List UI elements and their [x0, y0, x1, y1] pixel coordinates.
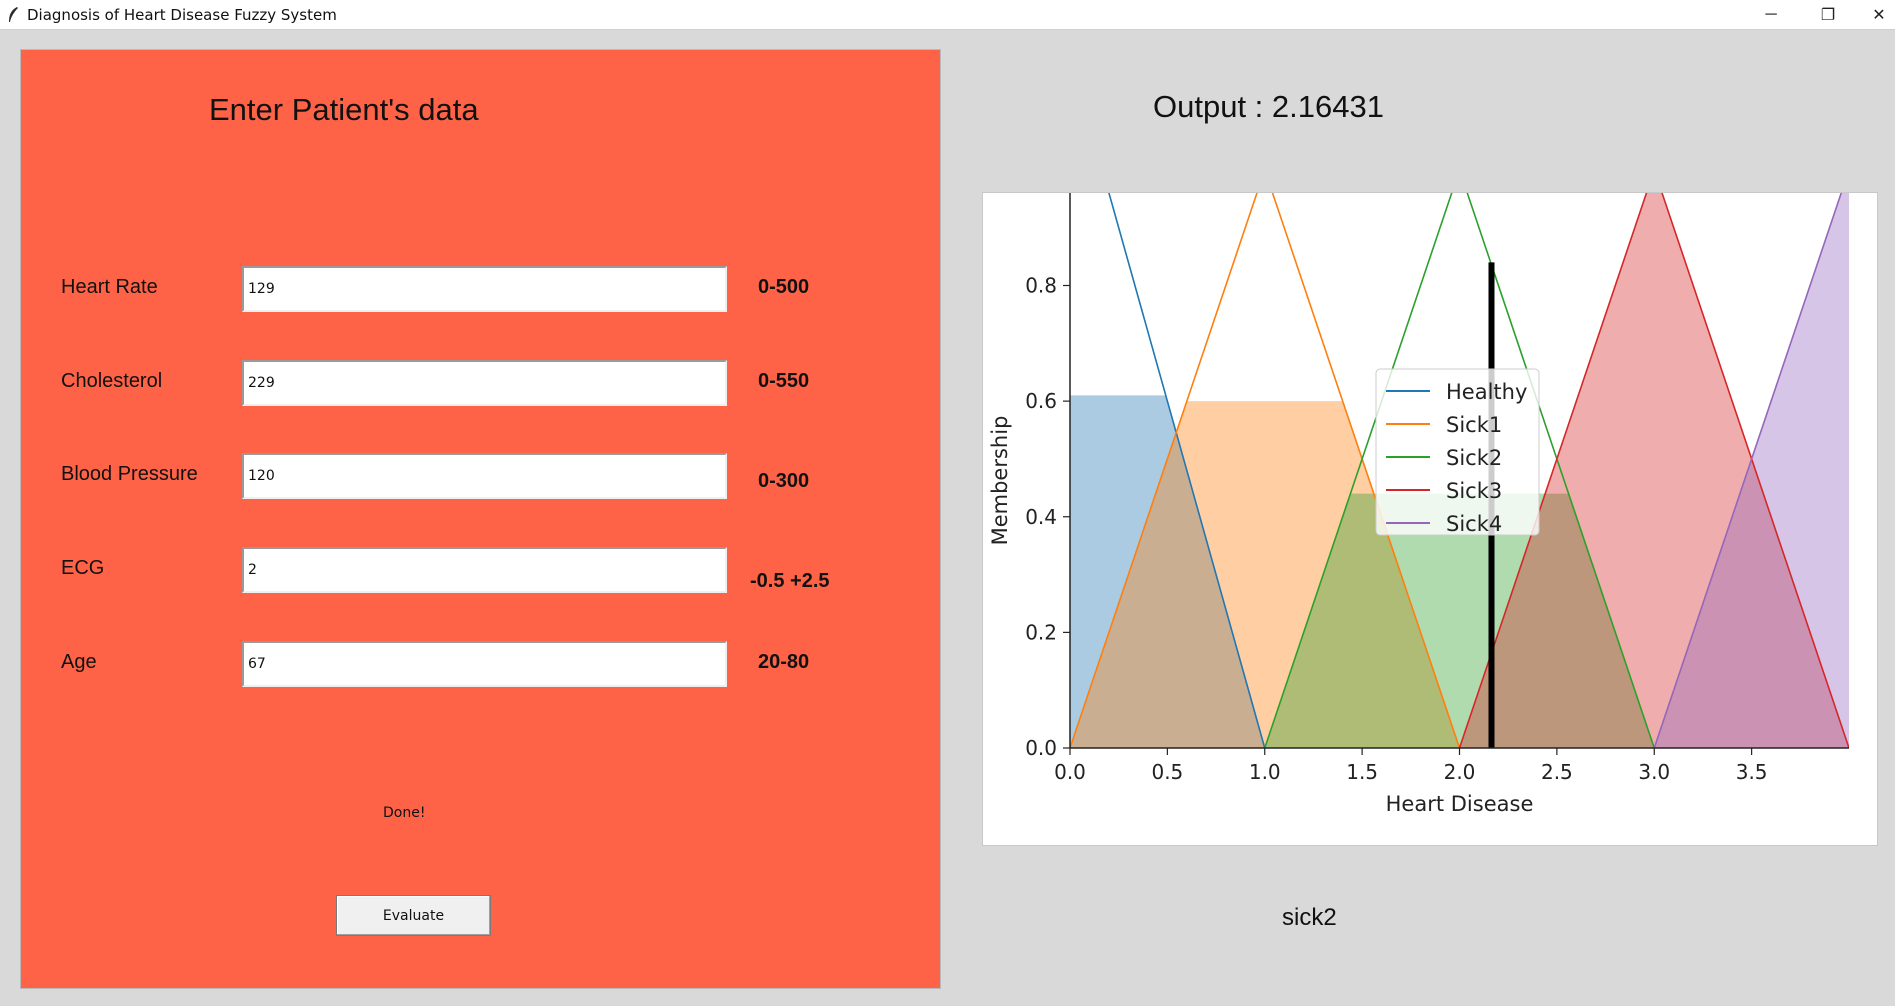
line-sick1: [1070, 193, 1461, 748]
y-axis-label: Membership: [988, 416, 1012, 546]
x-tick-label: 3.5: [1736, 760, 1768, 784]
cholesterol-range: 0-550: [758, 370, 810, 392]
cholesterol-input[interactable]: [242, 360, 727, 406]
y-tick-label: 0.4: [1025, 505, 1057, 529]
restore-button[interactable]: ❐: [1800, 0, 1856, 30]
membership-chart: 0.0 0.5 1.0 1.5 2.0 2.5 3.0 3.5 0.0 0.2 0.4 0.6 0.8 H…: [982, 192, 1878, 846]
x-tick-label: 2.5: [1541, 760, 1573, 784]
x-tick-label: 0.0: [1054, 760, 1086, 784]
x-tick-label: 3.0: [1638, 760, 1670, 784]
legend-label-sick2: Sick2: [1446, 446, 1502, 470]
ecg-label: ECG: [61, 557, 105, 579]
minimize-button[interactable]: ─: [1743, 0, 1799, 30]
x-tick-label: 1.5: [1346, 760, 1378, 784]
feather-icon: [6, 6, 20, 29]
heart-rate-range: 0-500: [758, 276, 810, 298]
panel-title: Enter Patient's data: [209, 92, 479, 127]
title-bar: Diagnosis of Heart Disease Fuzzy System …: [0, 0, 1895, 30]
restore-icon: ❐: [1820, 7, 1836, 24]
line-sick4: [1653, 193, 1843, 748]
legend-box: [1375, 368, 1540, 536]
x-tick-label: 2.0: [1444, 760, 1476, 784]
y-tick-label: 0.6: [1025, 389, 1057, 413]
legend-label-sick3: Sick3: [1446, 479, 1502, 503]
patient-data-panel: Enter Patient's data Heart Rate 0-500 Ch…: [20, 49, 941, 989]
fill-sick1: [1070, 401, 1460, 748]
age-input[interactable]: [242, 641, 727, 687]
legend-label-sick4: Sick4: [1446, 512, 1502, 536]
fill-sick4: [1654, 193, 1849, 748]
plot-area: [1070, 193, 1849, 748]
x-tick-label: 1.0: [1249, 760, 1281, 784]
blood-pressure-label: Blood Pressure: [61, 463, 198, 485]
heart-rate-input[interactable]: [242, 266, 727, 312]
diagnosis-result: sick2: [1282, 904, 1337, 931]
minimize-icon: ─: [1765, 6, 1777, 23]
line-sick3: [1458, 193, 1849, 748]
ecg-input[interactable]: [242, 547, 727, 593]
close-button[interactable]: ✕: [1851, 0, 1895, 30]
membership-chart-svg: 0.0 0.5 1.0 1.5 2.0 2.5 3.0 3.5 0.0 0.2 0.4 0.6 0.8 H…: [988, 193, 1849, 816]
output-value: Output : 2.16431: [1153, 89, 1384, 124]
y-tick-label: 0.8: [1025, 274, 1057, 298]
line-healthy: [1108, 193, 1266, 748]
legend-label-healthy: Healthy: [1446, 380, 1527, 404]
fill-sick3: [1459, 193, 1849, 748]
window-title: Diagnosis of Heart Disease Fuzzy System: [27, 6, 337, 24]
fill-healthy: [1070, 395, 1265, 748]
y-tick-label: 0.0: [1025, 736, 1057, 760]
y-tick-label: 0.2: [1025, 620, 1057, 644]
evaluate-button[interactable]: Evaluate: [336, 895, 491, 936]
cholesterol-label: Cholesterol: [61, 370, 163, 392]
x-axis-label: Heart Disease: [1386, 792, 1534, 816]
age-range: 20-80: [758, 651, 810, 673]
ecg-range: -0.5 +2.5: [750, 570, 830, 592]
fill-sick2: [1264, 493, 1655, 748]
blood-pressure-input[interactable]: [242, 453, 727, 499]
status-text: Done!: [383, 805, 426, 821]
blood-pressure-range: 0-300: [758, 470, 810, 492]
heart-rate-label: Heart Rate: [61, 276, 158, 298]
age-label: Age: [61, 651, 97, 673]
close-icon: ✕: [1872, 7, 1886, 24]
x-tick-label: 0.5: [1151, 760, 1183, 784]
line-sick2: [1263, 193, 1656, 748]
legend-label-sick1: Sick1: [1446, 413, 1502, 437]
